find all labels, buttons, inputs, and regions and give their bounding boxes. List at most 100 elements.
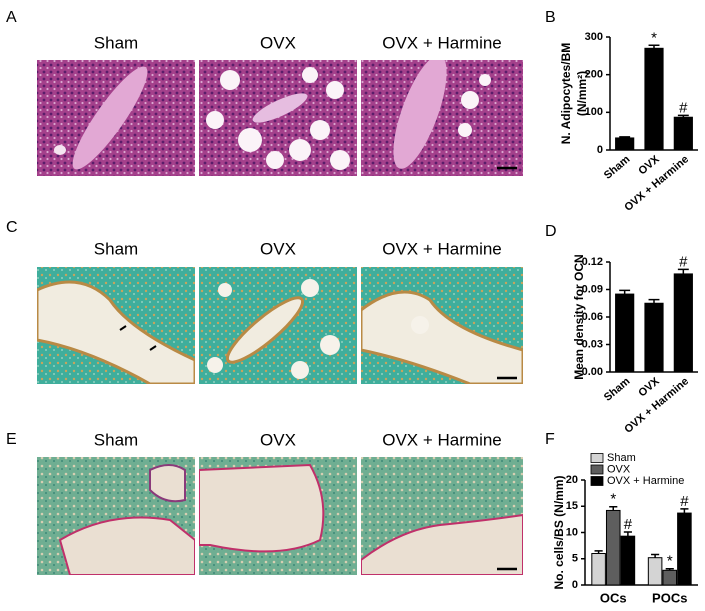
micrograph-detail	[291, 361, 309, 379]
y-tick-label: 0.03	[582, 338, 603, 350]
y-tick-label: 200	[585, 69, 603, 81]
panel-letter: F	[545, 431, 555, 448]
micrograph-detail	[252, 93, 308, 123]
micrograph-detail	[266, 151, 284, 169]
panel-letter: B	[545, 9, 556, 26]
y-tick-label: 0	[572, 579, 578, 591]
micrograph-detail	[149, 464, 186, 503]
micrograph-detail	[206, 111, 224, 129]
micrograph	[37, 457, 195, 575]
micrograph-detail	[302, 67, 318, 83]
y-tick-label: 0.12	[582, 256, 603, 268]
error-bar	[594, 550, 603, 554]
error-bar	[677, 114, 689, 118]
micrograph	[361, 60, 523, 176]
y-axis-label: No. cells/BS (N/mm)	[552, 475, 566, 589]
error-bar	[648, 298, 660, 304]
bar	[620, 535, 636, 586]
error-bar	[680, 508, 689, 514]
error-bar	[619, 289, 631, 295]
x-tick-label: POCs	[652, 590, 687, 605]
bar	[644, 302, 664, 373]
micrograph-detail	[220, 70, 240, 90]
significance-label: #	[624, 516, 633, 533]
significance-label: *	[667, 553, 673, 570]
error-bar	[651, 553, 660, 558]
micrograph-detail	[330, 150, 350, 170]
micrograph-detail	[289, 139, 311, 161]
panel-letter: C	[6, 219, 18, 236]
y-axis-label: (N/mm²)	[575, 71, 589, 116]
micrograph-detail	[301, 279, 319, 297]
y-tick-label: 15	[566, 500, 578, 512]
error-bar	[677, 268, 689, 274]
micrograph	[361, 457, 523, 575]
micrograph	[199, 457, 357, 575]
micrograph-detail	[225, 296, 305, 364]
bar	[647, 557, 663, 586]
significance-label: #	[679, 253, 688, 270]
micrograph-detail	[238, 128, 262, 152]
micrograph-detail	[58, 516, 195, 575]
micrograph	[199, 267, 357, 384]
bar	[677, 512, 692, 586]
micrograph-detail	[320, 335, 340, 355]
image-label: OVX	[260, 239, 296, 258]
y-tick-label: 0	[597, 144, 603, 156]
y-tick-label: 0.06	[582, 311, 603, 323]
micrograph-detail	[199, 463, 325, 553]
micrograph-detail	[361, 513, 523, 575]
legend-label: OVX	[607, 463, 631, 475]
legend-swatch	[590, 464, 604, 475]
y-tick-label: 0.00	[582, 366, 603, 378]
y-tick-label: 0.09	[582, 283, 603, 295]
bar	[673, 116, 693, 151]
legend-swatch	[590, 453, 604, 463]
bar	[662, 569, 678, 586]
micrograph-detail	[72, 66, 148, 170]
micrograph-detail	[207, 357, 223, 373]
image-label: OVX + Harmine	[382, 430, 502, 449]
micrograph-detail	[218, 283, 232, 297]
image-label: Sham	[94, 239, 138, 258]
micrograph-detail	[479, 74, 491, 86]
y-tick-label: 300	[585, 31, 603, 43]
error-bar	[619, 136, 631, 138]
panel-letter: D	[545, 223, 557, 240]
micrograph-detail	[411, 316, 429, 334]
micrograph	[37, 60, 195, 176]
micrograph-detail	[310, 120, 330, 140]
micrograph-detail	[393, 60, 447, 169]
bar	[644, 47, 664, 151]
significance-label: *	[651, 29, 657, 46]
micrograph	[199, 60, 357, 176]
micrograph-detail	[54, 145, 66, 155]
error-bar	[609, 506, 618, 511]
panel-letter: A	[6, 9, 17, 26]
bar	[615, 137, 635, 151]
image-label: OVX + Harmine	[382, 239, 502, 258]
y-tick-label: 20	[566, 474, 578, 486]
bar	[591, 553, 606, 586]
significance-label: #	[680, 493, 689, 510]
legend-label: OVX + Harmine	[607, 475, 684, 487]
micrograph-detail	[119, 325, 157, 351]
micrograph	[361, 267, 523, 384]
bar	[673, 273, 693, 373]
error-bar	[665, 567, 674, 571]
micrograph-detail	[326, 81, 344, 99]
y-axis-label: N. Adipocytes/BM	[559, 43, 573, 145]
y-tick-label: 100	[585, 106, 603, 118]
micrograph-detail	[458, 123, 472, 137]
bar	[605, 509, 621, 586]
micrograph	[37, 267, 195, 384]
image-label: Sham	[94, 430, 138, 449]
legend-label: Sham	[607, 452, 636, 464]
image-label: Sham	[94, 33, 138, 52]
significance-label: *	[610, 491, 616, 508]
micrograph-detail	[461, 91, 479, 109]
x-tick-label: OCs	[600, 590, 627, 605]
significance-label: #	[679, 99, 688, 116]
error-bar	[648, 44, 660, 49]
